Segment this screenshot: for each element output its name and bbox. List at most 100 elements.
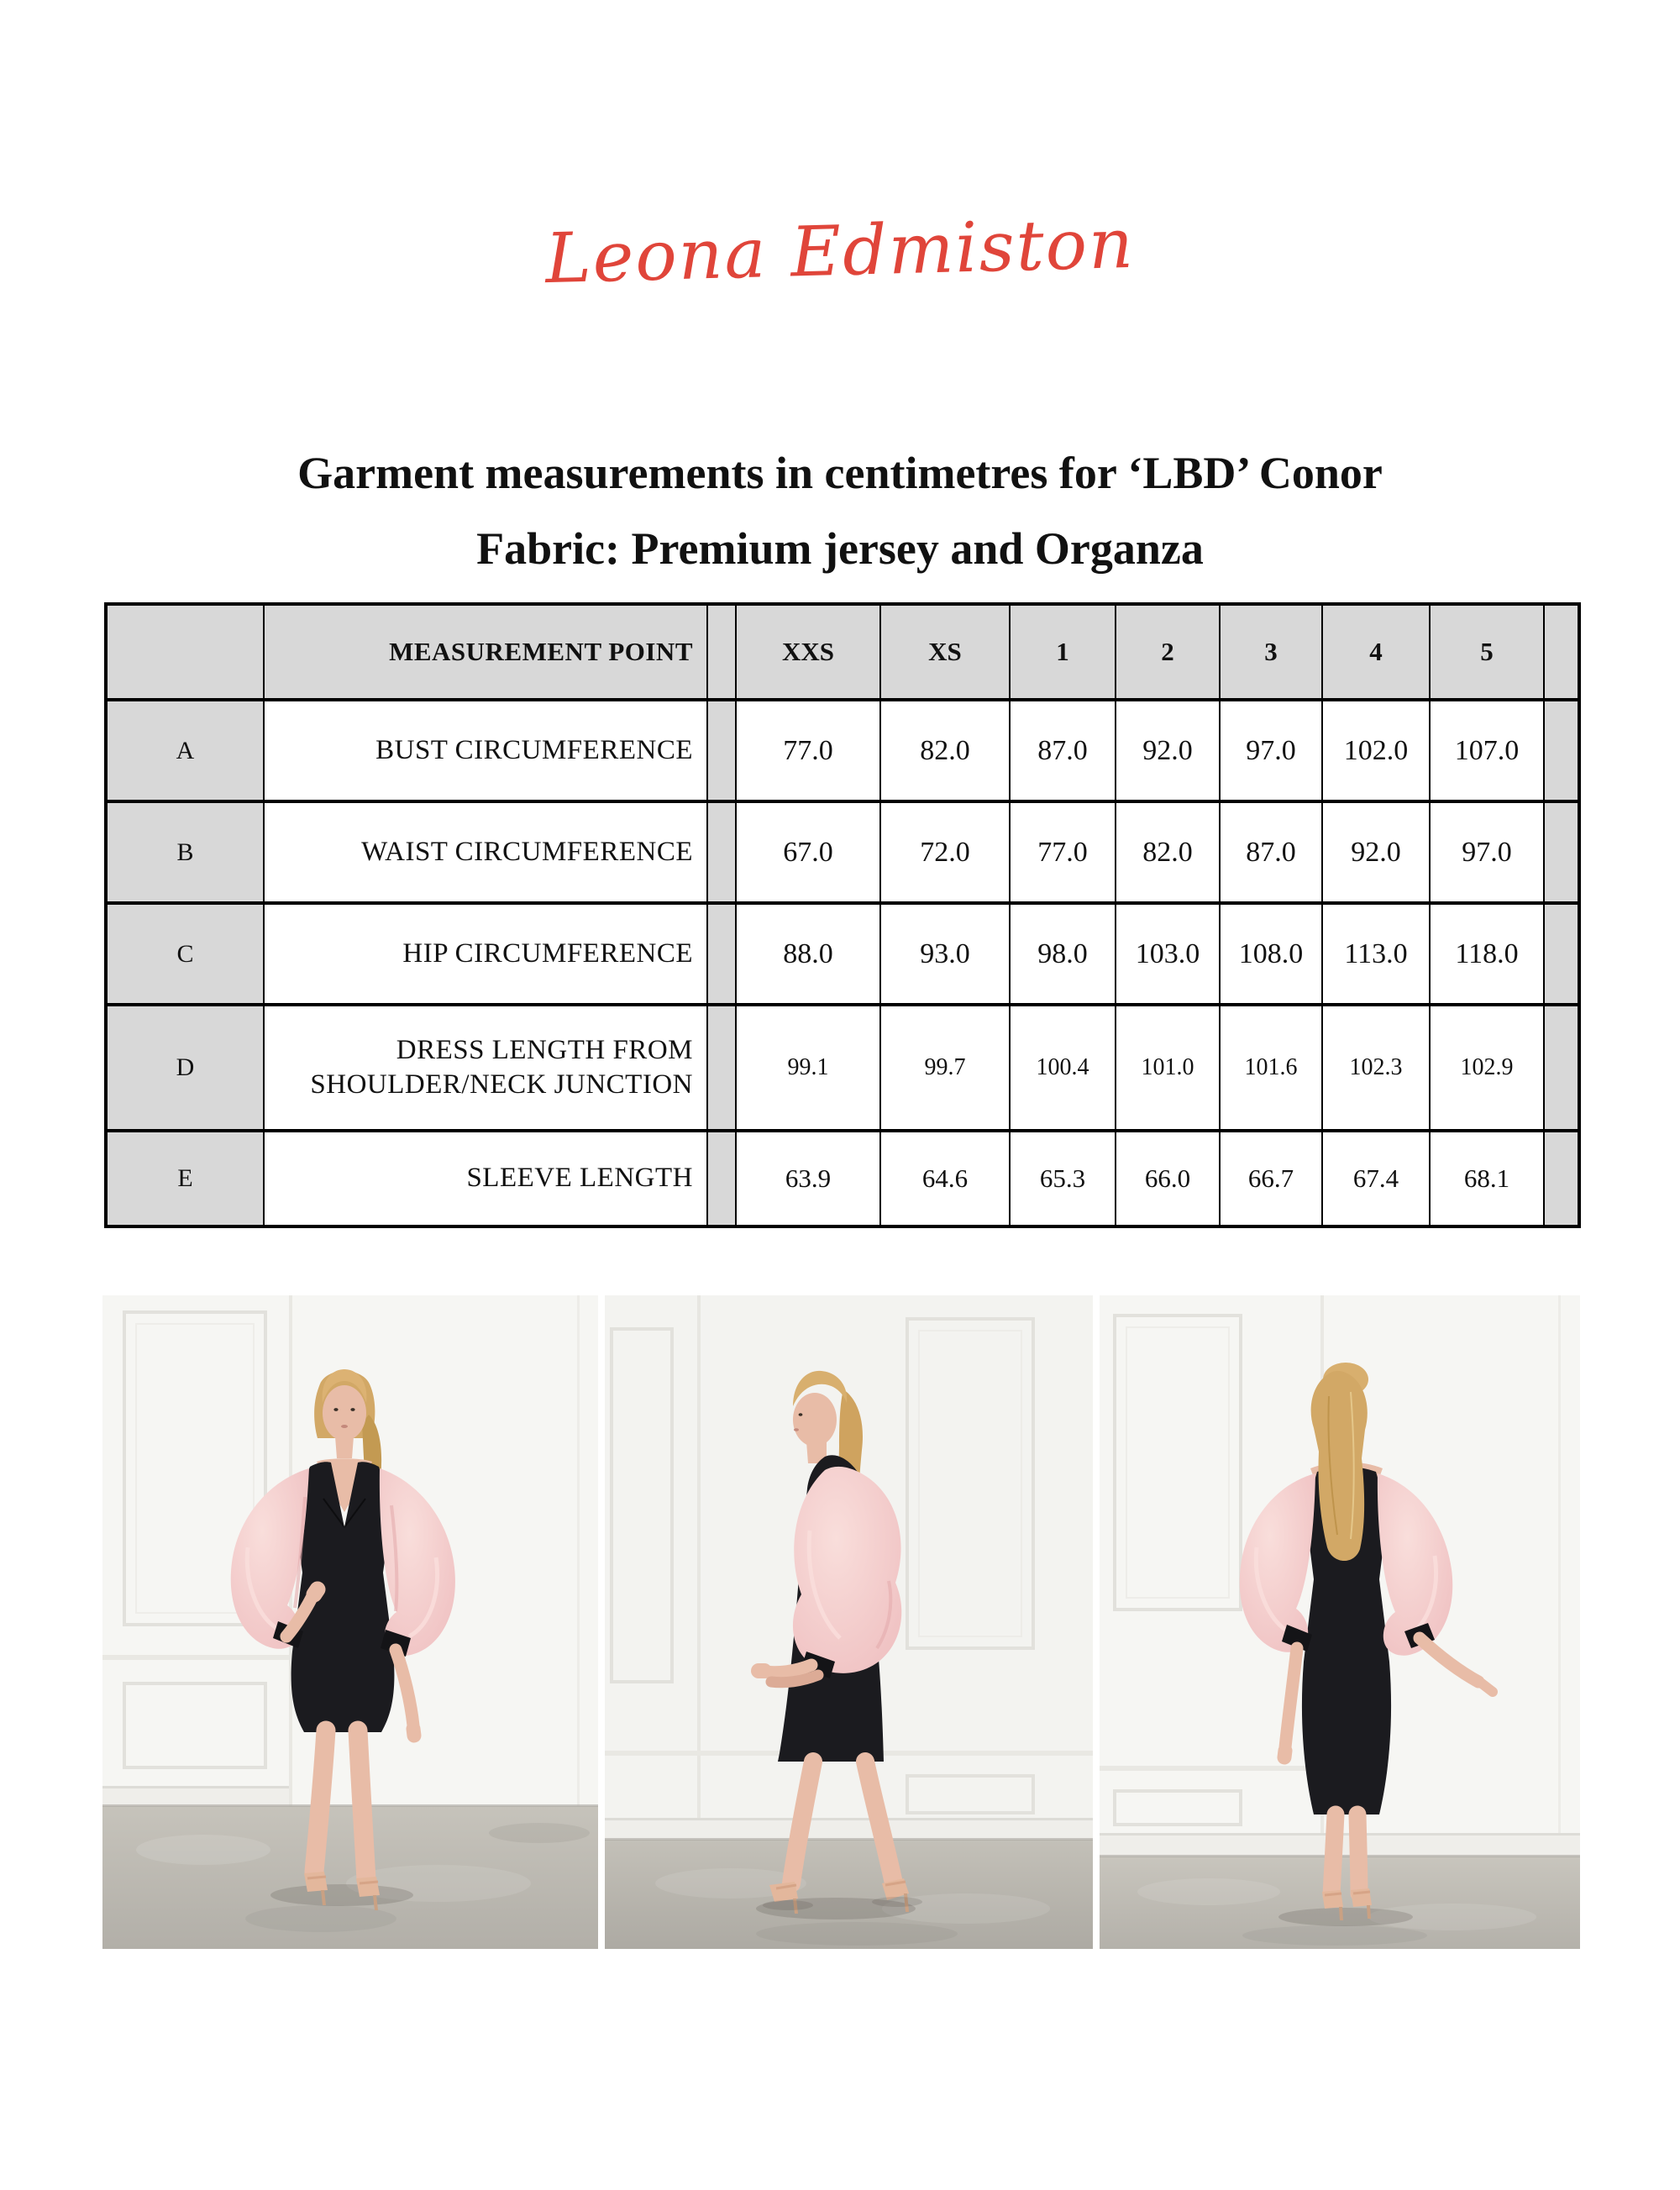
- header-end-spacer-cell: [1543, 602, 1580, 701]
- value-cell: 82.0: [1115, 800, 1221, 905]
- value-cell: 72.0: [879, 800, 1011, 905]
- value-cell: 63.9: [735, 1129, 881, 1228]
- product-photo-side: Side view: model in profile wearing blac…: [605, 1295, 1093, 1949]
- row-end-spacer: [1543, 901, 1580, 1006]
- value-cell: 65.3: [1009, 1129, 1116, 1228]
- value-cell: 93.0: [879, 901, 1011, 1006]
- arms: [280, 1581, 422, 1743]
- heeled-sandals: [1322, 1888, 1372, 1920]
- row-spacer: [706, 698, 737, 803]
- value-cell: 97.0: [1219, 698, 1323, 803]
- value-cell: 97.0: [1429, 800, 1545, 905]
- face-details: [794, 1413, 803, 1431]
- table-header-row: MEASUREMENT POINT XXS XS 1 2 3 4 5: [105, 602, 1580, 701]
- page-title: Garment measurements in centimetres for …: [0, 435, 1680, 586]
- arms: [751, 1658, 824, 1688]
- value-cell: 87.0: [1009, 698, 1116, 803]
- row-label: HIP CIRCUMFERENCE: [263, 901, 708, 1006]
- row-letter: C: [105, 901, 265, 1006]
- value-cell: 88.0: [735, 901, 881, 1006]
- photo-side-illustration: Side view: model in profile wearing blac…: [605, 1295, 1093, 1949]
- table-row-bust: A BUST CIRCUMFERENCE 77.0 82.0 87.0 92.0…: [105, 698, 1580, 803]
- brand-logo: Leona Edmiston: [544, 203, 1136, 300]
- value-cell: 101.0: [1115, 1003, 1221, 1132]
- value-cell: 66.0: [1115, 1129, 1221, 1228]
- organza-sleeves: [1239, 1473, 1453, 1656]
- row-end-spacer: [1543, 698, 1580, 803]
- header-corner-cell: [105, 602, 265, 701]
- header-size-5: 5: [1429, 602, 1545, 701]
- value-cell: 100.4: [1009, 1003, 1116, 1132]
- organza-sleeve: [792, 1466, 902, 1673]
- value-cell: 99.1: [735, 1003, 881, 1132]
- header-size-2: 2: [1115, 602, 1221, 701]
- value-cell: 92.0: [1321, 800, 1431, 905]
- value-cell: 108.0: [1219, 901, 1323, 1006]
- header-measurement-point: MEASUREMENT POINT: [263, 602, 708, 701]
- value-cell: 82.0: [879, 698, 1011, 803]
- value-cell: 77.0: [735, 698, 881, 803]
- table-row-dress-length: D DRESS LENGTH FROM SHOULDER/NECK JUNCTI…: [105, 1003, 1580, 1132]
- row-spacer: [706, 800, 737, 905]
- floor: [102, 1804, 598, 1949]
- row-end-spacer: [1543, 1003, 1580, 1132]
- value-cell: 107.0: [1429, 698, 1545, 803]
- heeled-sandals: [304, 1872, 380, 1910]
- value-cell: 102.3: [1321, 1003, 1431, 1132]
- value-cell: 66.7: [1219, 1129, 1323, 1228]
- value-cell: 103.0: [1115, 901, 1221, 1006]
- row-letter: A: [105, 698, 265, 803]
- value-cell: 67.0: [735, 800, 881, 905]
- row-spacer: [706, 901, 737, 1006]
- organza-sleeves: [230, 1468, 455, 1656]
- table-row-waist: B WAIST CIRCUMFERENCE 67.0 72.0 77.0 82.…: [105, 800, 1580, 905]
- row-label: DRESS LENGTH FROM SHOULDER/NECK JUNCTION: [263, 1003, 708, 1132]
- value-cell: 99.7: [879, 1003, 1011, 1132]
- header-spacer-cell: [706, 602, 737, 701]
- row-end-spacer: [1543, 1129, 1580, 1228]
- row-spacer: [706, 1129, 737, 1228]
- legs: [782, 1752, 903, 1893]
- header-size-4: 4: [1321, 602, 1431, 701]
- row-letter: B: [105, 800, 265, 905]
- header-size-1: 1: [1009, 602, 1116, 701]
- product-photo-front: Front view: model wearing black knee-len…: [102, 1295, 598, 1949]
- legs: [304, 1720, 376, 1890]
- value-cell: 101.6: [1219, 1003, 1323, 1132]
- row-letter: E: [105, 1129, 265, 1228]
- legs: [1322, 1805, 1368, 1904]
- face-details: [333, 1408, 355, 1428]
- value-cell: 102.9: [1429, 1003, 1545, 1132]
- header-size-xs: XS: [879, 602, 1011, 701]
- model-back: [1239, 1363, 1498, 1926]
- dress-back: [1301, 1467, 1392, 1814]
- header-size-xxs: XXS: [735, 602, 881, 701]
- table-row-sleeve-length: E SLEEVE LENGTH 63.9 64.6 65.3 66.0 66.7…: [105, 1129, 1580, 1228]
- photo-front-illustration: Front view: model wearing black knee-len…: [102, 1295, 598, 1949]
- product-photo-strip: Front view: model wearing black knee-len…: [102, 1295, 1581, 1949]
- product-photo-back: Back view: model wearing black knee-leng…: [1100, 1295, 1580, 1949]
- heeled-sandals: [769, 1878, 909, 1914]
- row-letter: D: [105, 1003, 265, 1132]
- photo-back-illustration: Back view: model wearing black knee-leng…: [1100, 1295, 1580, 1949]
- value-cell: 98.0: [1009, 901, 1116, 1006]
- hair-top: [793, 1370, 848, 1406]
- size-chart-table: MEASUREMENT POINT XXS XS 1 2 3 4 5 A BUS…: [104, 602, 1581, 1228]
- title-line-1: Garment measurements in centimetres for …: [297, 448, 1383, 498]
- row-spacer: [706, 1003, 737, 1132]
- model-side: [751, 1370, 922, 1920]
- floor: [605, 1838, 1093, 1949]
- row-label: BUST CIRCUMFERENCE: [263, 698, 708, 803]
- value-cell: 92.0: [1115, 698, 1221, 803]
- sleeve-cuff: [801, 1652, 835, 1678]
- value-cell: 68.1: [1429, 1129, 1545, 1228]
- title-line-2: Fabric: Premium jersey and Organza: [476, 523, 1204, 574]
- skin-areas: [793, 1393, 837, 1463]
- value-cell: 118.0: [1429, 901, 1545, 1006]
- row-label: SLEEVE LENGTH: [263, 1129, 708, 1228]
- value-cell: 77.0: [1009, 800, 1116, 905]
- value-cell: 87.0: [1219, 800, 1323, 905]
- value-cell: 64.6: [879, 1129, 1011, 1228]
- dress-front: [291, 1462, 395, 1732]
